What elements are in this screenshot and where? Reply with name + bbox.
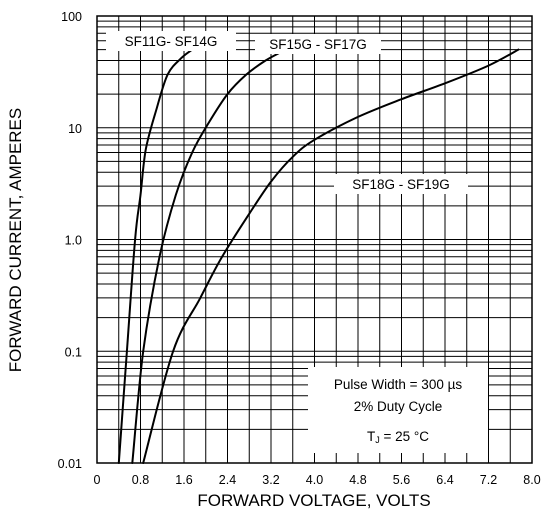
x-tick-label: 1.6	[175, 473, 192, 487]
label-sf11g-sf14g-background	[106, 31, 236, 51]
x-tick-label: 0.8	[132, 473, 149, 487]
label-sf18g-sf19g: SF18G - SF19G	[352, 177, 450, 192]
curve-labels: SF11G- SF14G SF15G - SF17G SF18G - SF19G	[106, 31, 468, 194]
x-tick-label: 3.2	[262, 473, 279, 487]
test-conditions-background	[308, 367, 488, 453]
x-tick-label: 0	[94, 473, 101, 487]
y-tick-label: 1.0	[65, 234, 82, 248]
curve-sf15g-sf17g	[131, 50, 283, 464]
x-axis-label: FORWARD VOLTAGE, VOLTS	[197, 491, 430, 510]
test-conditions-box: Pulse Width = 300 µs 2% Duty Cycle TJ = …	[308, 367, 488, 453]
junction-temp-symbol: T	[367, 429, 375, 444]
junction-temp-subscript: J	[375, 435, 380, 445]
x-tick-label: 2.4	[219, 473, 236, 487]
x-tick-label: 7.2	[480, 473, 497, 487]
label-sf11g-sf14g: SF11G- SF14G	[125, 34, 218, 49]
pulse-width-text: Pulse Width = 300 µs	[334, 377, 462, 392]
junction-temp-value: = 25 °C	[380, 429, 430, 444]
y-tick-label: 0.01	[58, 457, 82, 471]
y-tick-label: 100	[61, 10, 82, 24]
y-axis-label: FORWARD CURRENT, AMPERES	[6, 108, 25, 372]
y-tick-label: 0.1	[65, 345, 82, 359]
plot-frame	[96, 15, 533, 464]
label-sf15g-sf17g-background	[255, 34, 381, 54]
x-tick-label: 8.0	[523, 473, 540, 487]
curve-sf11g-sf14g	[117, 48, 194, 464]
curves	[117, 48, 520, 464]
junction-temp-text: TJ = 25 °C	[367, 429, 429, 445]
x-tick-label: 6.4	[436, 473, 453, 487]
x-tick-label: 4.0	[306, 473, 323, 487]
tick-labels: 0 0.8 1.6 2.4 3.2 4.0 4.8 5.6 6.4 7.2 8.0 0.01 0.1 1.…	[58, 10, 541, 487]
curve-sf18g-sf19g	[142, 48, 520, 464]
label-sf15g-sf17g: SF15G - SF17G	[269, 37, 367, 52]
duty-cycle-text: 2% Duty Cycle	[354, 399, 443, 414]
y-tick-label: 10	[68, 122, 82, 136]
label-sf18g-sf19g-background	[334, 174, 468, 194]
x-tick-label: 4.8	[349, 473, 366, 487]
x-tick-label: 5.6	[393, 473, 410, 487]
